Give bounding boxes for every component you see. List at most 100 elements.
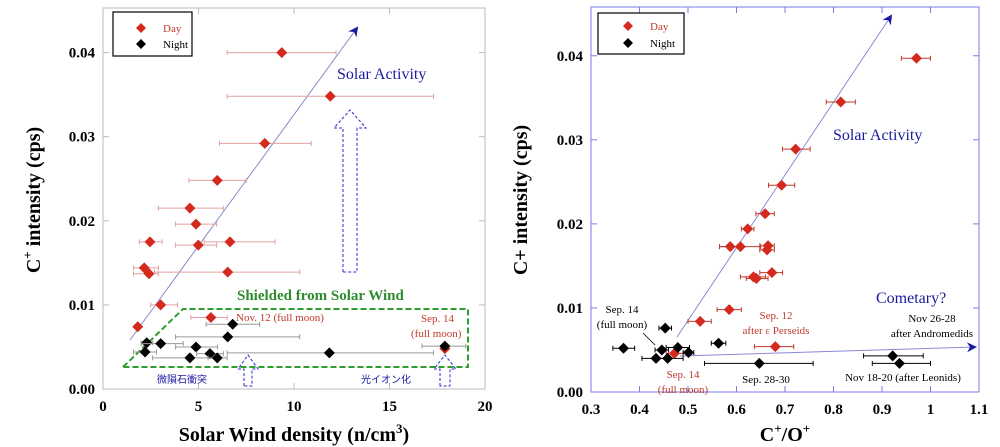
sep14-pointer	[642, 332, 656, 346]
day-data-point	[132, 321, 144, 333]
day-data-point	[753, 341, 795, 353]
night-data-point	[175, 331, 301, 343]
day-data-point	[719, 241, 762, 253]
day-data-point	[157, 202, 224, 214]
night-data-point	[205, 318, 261, 330]
day-data-point	[900, 52, 931, 64]
y-tick-label: 0.02	[557, 217, 583, 233]
right-x-axis-title: C+/O+	[760, 421, 810, 446]
nov18-label: Nov 18-20 (after Leonids)	[845, 372, 961, 384]
sep14-day-label-a: Sep. 14	[667, 369, 701, 381]
cometary-arrow	[679, 342, 977, 357]
diamond-marker	[659, 322, 671, 334]
sep14-night-label-b: (full moon)	[597, 319, 648, 331]
x-tick-label: 0.5	[679, 402, 698, 418]
day-data-point	[740, 223, 755, 235]
diamond-marker	[139, 346, 151, 358]
legend-night-marker	[623, 38, 633, 48]
solar-activity-arrow	[676, 14, 893, 338]
day-data-point	[759, 244, 775, 256]
diamond-marker	[132, 321, 144, 333]
day-data-point	[188, 174, 247, 186]
day-data-point	[219, 137, 312, 149]
day-data-point	[226, 47, 337, 59]
left-legend: Day Night	[112, 11, 193, 57]
x-tick-label: 0.7	[776, 402, 795, 418]
x-tick-label: 0.3	[582, 402, 601, 418]
right-y-axis-title: C+ intensity (cps)	[510, 125, 532, 275]
x-tick-label: 0.4	[630, 402, 649, 418]
sep12-label-a: Sep. 12	[760, 310, 793, 322]
left-chart: 0 5 10 15 20 0.00 0.01 0.02 0.03 0.04 Solar Activ…	[20, 7, 493, 446]
diamond-marker	[662, 352, 674, 364]
diamond-marker	[222, 266, 234, 278]
solar-activity-label: Solar Activity	[833, 127, 922, 144]
diamond-marker	[910, 52, 922, 64]
day-data-point	[755, 208, 775, 220]
diamond-marker	[734, 241, 746, 253]
diamond-marker	[742, 223, 754, 235]
diamond-marker	[713, 337, 725, 349]
diamond-marker	[766, 267, 778, 279]
left-y-axis-title: C+ intensity (cps)	[20, 127, 45, 273]
diamond-marker	[184, 352, 196, 364]
diamond-marker	[790, 143, 802, 155]
night-data-point	[871, 357, 931, 369]
diamond-marker	[259, 137, 271, 149]
night-data-point	[710, 337, 727, 349]
diamond-marker	[155, 338, 167, 350]
night-data-point	[654, 344, 670, 356]
x-tick-label: 1.1	[970, 402, 989, 418]
small-up-arrow-photoion	[432, 354, 458, 387]
meteor-impact-label: 微隕石衝突	[157, 373, 207, 386]
night-data-point	[421, 340, 467, 352]
diamond-marker	[617, 342, 629, 354]
night-data-point	[140, 338, 184, 350]
x-tick-label: 20	[478, 399, 493, 415]
diamond-marker	[753, 357, 765, 369]
left-x-axis-title: Solar Wind density (n/cm3)	[179, 421, 409, 446]
x-tick-label: 0	[99, 399, 107, 415]
day-data-point	[716, 304, 742, 316]
night-data-point	[658, 322, 673, 334]
night-data-point	[703, 357, 814, 369]
sep12-label-b: after ε Perseids	[743, 325, 810, 337]
diamond-marker	[211, 174, 223, 186]
diamond-marker	[835, 96, 847, 108]
x-tick-label: 15	[382, 399, 397, 415]
night-data-point	[175, 341, 219, 353]
y-tick-label: 0.04	[557, 49, 584, 65]
right-chart: 0.3 0.4 0.5 0.6 0.7 0.8 0.9 1 1.1 0.00 0.01 0.02 0.0…	[510, 6, 989, 446]
nov12-label: Nov. 12 (full moon)	[236, 312, 324, 324]
night-data-point	[226, 347, 434, 359]
legend-night: Night	[650, 38, 675, 50]
diamond-marker	[190, 218, 202, 230]
day-data-point	[768, 179, 796, 191]
diamond-marker	[211, 352, 223, 364]
diamond-marker	[694, 315, 706, 327]
diamond-marker	[276, 47, 288, 59]
cometary-label: Cometary?	[876, 290, 946, 307]
y-tick-label: 0.02	[69, 214, 95, 230]
nov26-label-a: Nov 26-28	[908, 313, 956, 325]
y-tick-label: 0.03	[557, 133, 583, 149]
diamond-marker	[682, 346, 694, 358]
x-tick-label: 0.6	[727, 402, 746, 418]
sep14-day-label-b: (full moon)	[658, 384, 709, 396]
diamond-marker	[761, 244, 773, 256]
legend-day-marker	[623, 21, 633, 31]
day-data-point	[154, 266, 301, 278]
diamond-marker	[190, 341, 202, 353]
legend-night: Night	[163, 39, 188, 51]
sep14-label-a: Sep. 14	[421, 313, 455, 325]
legend-day: Day	[650, 21, 669, 33]
diamond-marker	[723, 304, 735, 316]
y-tick-label: 0.01	[69, 298, 95, 314]
legend-night-marker	[136, 39, 146, 49]
diamond-marker	[893, 357, 905, 369]
nov26-label-b: after Andromedids	[891, 328, 973, 340]
diamond-marker	[656, 344, 668, 356]
diamond-marker	[776, 179, 788, 191]
y-tick-label: 0.00	[557, 385, 583, 401]
night-data-point	[133, 346, 157, 358]
